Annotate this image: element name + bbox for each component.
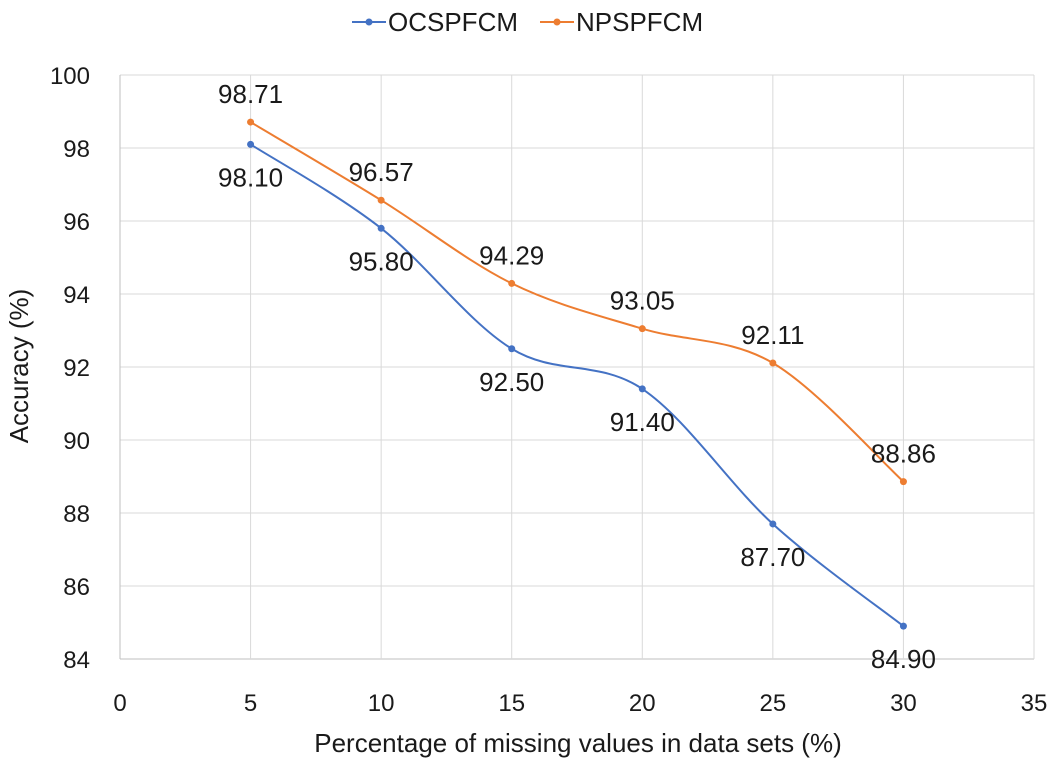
data-label-npspfcm-x30: 88.86 [871, 439, 936, 469]
legend-label-ocspfcm: OCSPFCM [388, 7, 518, 37]
y-tick-label-100: 100 [50, 63, 90, 90]
x-tick-label-30: 30 [890, 690, 917, 717]
x-tick-label-5: 5 [244, 690, 257, 717]
y-tick-label-96: 96 [63, 209, 90, 236]
x-tick-label-25: 25 [760, 690, 787, 717]
legend-label-npspfcm: NPSPFCM [576, 7, 703, 37]
x-tick-label-10: 10 [368, 690, 395, 717]
tick-labels: 84 86 88 90 92 94 96 98 100 0 5 10 15 20 25 30 35 [50, 63, 1047, 717]
data-label-npspfcm-x20: 93.05 [610, 286, 675, 316]
data-point-npspfcm-x5 [247, 118, 255, 126]
data-label-npspfcm-x25: 92.11 [741, 320, 804, 350]
y-tick-label-86: 86 [63, 574, 90, 601]
legend-item-ocspfcm: OCSPFCM [352, 7, 518, 37]
series-line-ocspfcm [250, 143, 905, 627]
data-label-ocspfcm-x20: 91.40 [610, 407, 675, 437]
data-point-ocspfcm-x5 [247, 140, 255, 148]
data-labels: 98.10 95.80 92.50 91.40 87.70 84.90 98.71 96.57… [218, 79, 936, 674]
data-label-ocspfcm-x5: 98.10 [218, 162, 283, 192]
data-point-ocspfcm-x10 [377, 224, 385, 232]
y-tick-label-98: 98 [63, 136, 90, 163]
y-tick-label-94: 94 [63, 282, 90, 309]
data-point-ocspfcm-x15 [508, 345, 516, 353]
legend-marker-npspfcm [553, 18, 561, 26]
y-tick-label-92: 92 [63, 355, 90, 382]
series-lines [250, 121, 905, 627]
x-tick-label-15: 15 [498, 690, 525, 717]
y-tick-label-88: 88 [63, 501, 90, 528]
data-label-ocspfcm-x10: 95.80 [349, 246, 414, 276]
x-axis-title: Percentage of missing values in data set… [314, 728, 841, 758]
data-point-npspfcm-x30 [899, 478, 907, 486]
legend-item-npspfcm: NPSPFCM [540, 7, 703, 37]
data-points [247, 118, 907, 630]
data-label-npspfcm-x15: 94.29 [479, 240, 544, 270]
data-label-ocspfcm-x15: 92.50 [479, 367, 544, 397]
data-label-ocspfcm-x25: 87.70 [740, 542, 805, 572]
data-point-npspfcm-x25 [769, 359, 777, 367]
legend: OCSPFCM NPSPFCM [352, 7, 703, 37]
data-label-ocspfcm-x30: 84.90 [871, 644, 936, 674]
legend-marker-ocspfcm [365, 18, 373, 26]
x-tick-label-0: 0 [113, 690, 126, 717]
data-point-npspfcm-x15 [508, 279, 516, 287]
x-tick-label-20: 20 [629, 690, 656, 717]
data-point-ocspfcm-x30 [899, 622, 907, 630]
data-point-ocspfcm-x25 [769, 520, 777, 528]
x-tick-label-35: 35 [1021, 690, 1048, 717]
data-label-npspfcm-x5: 98.71 [218, 79, 283, 109]
data-label-npspfcm-x10: 96.57 [349, 157, 414, 187]
data-point-npspfcm-x10 [377, 196, 385, 204]
y-tick-label-84: 84 [63, 647, 90, 674]
series-line-npspfcm [250, 121, 905, 483]
y-tick-label-90: 90 [63, 428, 90, 455]
y-axis-title: Accuracy (%) [4, 289, 34, 444]
data-point-ocspfcm-x20 [638, 385, 646, 393]
data-point-npspfcm-x20 [638, 325, 646, 333]
